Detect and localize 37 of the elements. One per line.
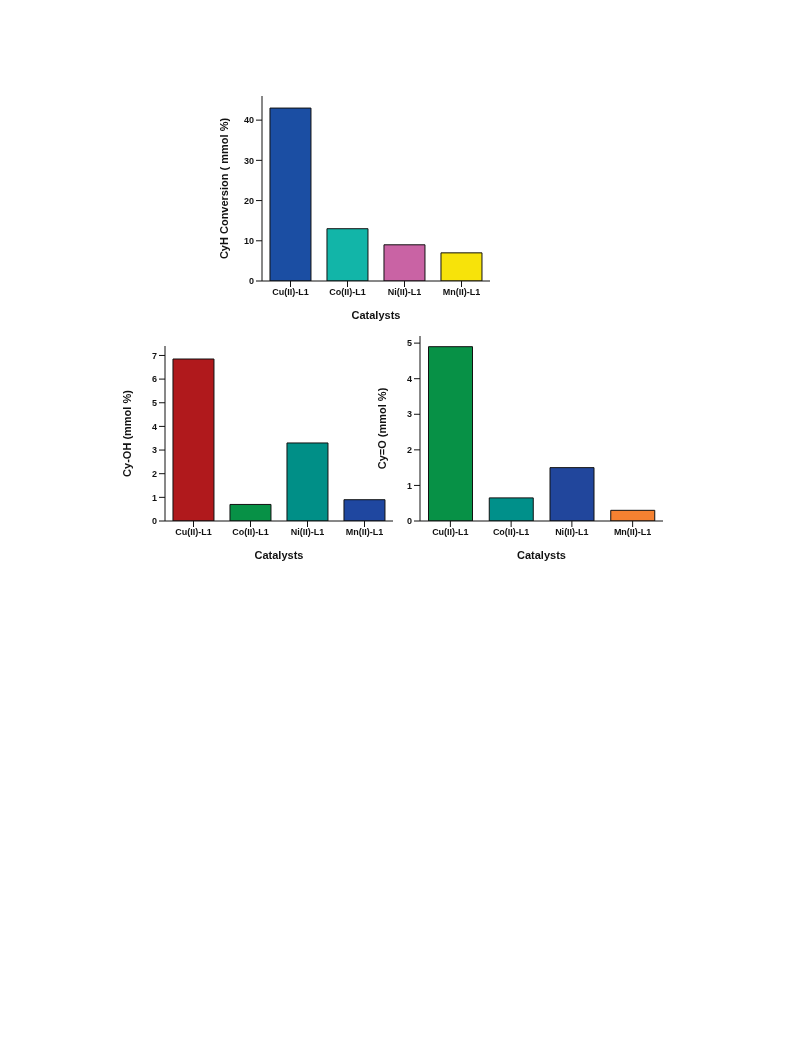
y-tick-label: 6 xyxy=(151,374,157,385)
x-axis-title: Catalysts xyxy=(351,309,401,321)
y-axis-title: Cy=O (mmol %) xyxy=(375,387,388,470)
y-tick-label: 3 xyxy=(151,445,157,456)
x-tick-label: Ni(II)-L1 xyxy=(555,527,589,538)
x-tick-label: Mn(II)-L1 xyxy=(613,527,652,538)
x-axis-title: Catalysts xyxy=(254,549,304,561)
y-tick-label: 4 xyxy=(406,373,412,384)
y-tick-label: 0 xyxy=(151,516,157,527)
y-tick-label: 30 xyxy=(243,155,254,166)
x-tick-label: Ni(II)-L1 xyxy=(290,527,325,538)
y-tick-label: 3 xyxy=(406,409,412,420)
y-axis-title: Cy-OH (mmol %) xyxy=(120,389,133,477)
y-tick-label: 4 xyxy=(151,421,157,432)
x-tick-label: Cu(II)-L1 xyxy=(175,527,212,538)
x-tick-label: Cu(II)-L1 xyxy=(272,287,309,298)
y-tick-label: 1 xyxy=(406,480,412,491)
y-axis-title: CyH Conversion ( mmol %) xyxy=(217,117,230,260)
x-tick-label: Cu(II)-L1 xyxy=(432,527,469,538)
y-tick-label: 7 xyxy=(151,350,157,361)
x-tick-label: Ni(II)-L1 xyxy=(387,287,422,298)
y-tick-label: 40 xyxy=(243,115,254,126)
y-tick-label: 10 xyxy=(243,235,254,246)
y-tick-label: 1 xyxy=(151,492,157,503)
x-tick-label: Mn(II)-L1 xyxy=(345,527,384,538)
x-tick-label: Mn(II)-L1 xyxy=(442,287,481,298)
x-axis-title: Catalysts xyxy=(517,549,566,561)
y-tick-label: 5 xyxy=(406,338,412,349)
y-tick-label: 0 xyxy=(248,276,254,287)
y-tick-label: 5 xyxy=(151,397,157,408)
y-tick-label: 2 xyxy=(406,445,412,456)
y-tick-label: 0 xyxy=(406,516,412,527)
x-tick-label: Co(II)-L1 xyxy=(492,527,530,538)
x-tick-label: Co(II)-L1 xyxy=(232,527,269,538)
y-tick-label: 20 xyxy=(243,195,254,206)
x-tick-label: Co(II)-L1 xyxy=(329,287,366,298)
y-tick-label: 2 xyxy=(151,468,157,479)
